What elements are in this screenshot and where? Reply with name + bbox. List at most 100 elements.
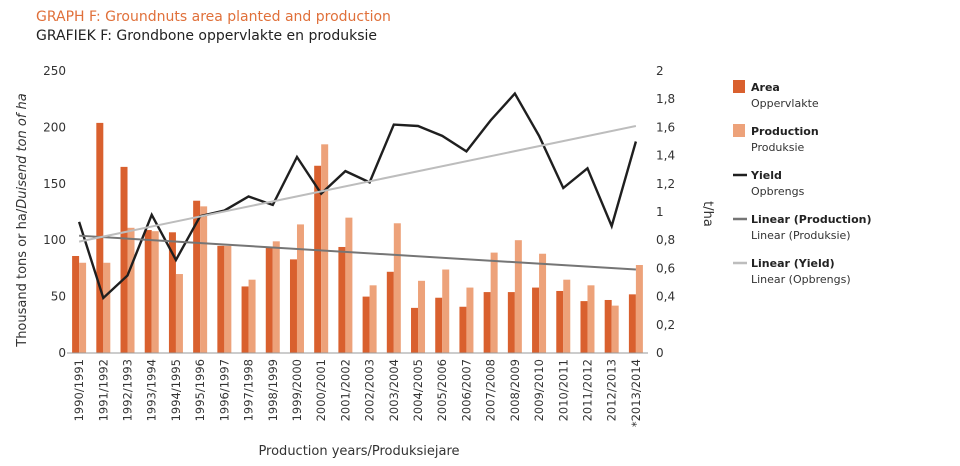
x-tick-label: 2007/2008 [484, 359, 498, 421]
legend-item-area: Area Oppervlakte [733, 78, 953, 122]
bar-production [442, 269, 450, 353]
x-tick-label: 1999/2000 [290, 359, 304, 421]
bar-production [635, 265, 643, 353]
bar-area [362, 296, 370, 353]
right-tick-label: 1,4 [656, 149, 675, 163]
bar-production [248, 279, 256, 353]
left-axis-title-main: Thousand tons or ha/ [15, 208, 30, 348]
legend-item-linear-production: Linear (Production) Linear (Produksie) [733, 210, 953, 254]
bar-production [224, 245, 232, 353]
bar-production [393, 223, 401, 353]
x-tick-label: 2010/2011 [556, 359, 570, 421]
bar-production [490, 252, 498, 353]
bar-production [200, 206, 208, 353]
right-tick-label: 0,2 [656, 318, 675, 332]
line-series [77, 91, 638, 301]
left-tick-label: 100 [43, 233, 66, 247]
x-tick-label: 1995/1996 [193, 359, 207, 421]
bar-area [168, 232, 176, 353]
x-tick-label: 1991/1992 [96, 359, 110, 421]
bar-area [338, 246, 346, 353]
x-axis-title: Production years/Produksiejare [258, 444, 459, 459]
legend-sublabel-linear-yield: Linear (Opbrengs) [751, 273, 851, 286]
x-tick-label: 2003/2004 [387, 359, 401, 421]
chart-title-english: GRAPH F: Groundnuts area planted and pro… [36, 9, 391, 25]
bar-production [587, 285, 595, 353]
x-axis-title-main: Production years/ [258, 444, 372, 459]
legend-item-linear-yield: Linear (Yield) Linear (Opbrengs) [733, 254, 953, 298]
right-tick-label: 0,8 [656, 233, 675, 247]
x-tick-label: *2013/2014 [629, 359, 643, 427]
x-tick-label: 1996/1997 [217, 359, 231, 421]
bar-area [483, 292, 491, 353]
legend-sublabel-yield: Opbrengs [751, 185, 805, 198]
x-tick-label: 2000/2001 [314, 359, 328, 421]
bar-area [435, 297, 443, 353]
bar-area [556, 290, 564, 353]
bar-area [411, 307, 419, 353]
legend-label-production: Production [751, 125, 819, 138]
x-tick-label: 2004/2005 [411, 359, 425, 421]
bar-series [72, 122, 643, 353]
legend-item-production: Production Produksie [733, 122, 953, 166]
left-axis-ticks: 0 50 100 150 200 250 [43, 64, 66, 360]
bar-area [532, 287, 540, 353]
bar-production [79, 262, 87, 353]
x-tick-label: 2011/2012 [580, 359, 594, 421]
x-tick-label: 1994/1995 [169, 359, 183, 421]
left-tick-label: 50 [51, 290, 66, 304]
legend-sublabel-production: Produksie [751, 141, 805, 154]
right-tick-label: 1,6 [656, 120, 675, 134]
bar-area [628, 294, 636, 353]
legend-swatch-area [733, 80, 745, 93]
legend-swatch-production [733, 124, 745, 137]
bar-production [103, 262, 111, 353]
right-axis-ticks: 0 0,2 0,4 0,6 0,8 1 1,2 1,4 1,6 1,8 2 [656, 64, 675, 360]
right-tick-label: 0 [656, 346, 664, 360]
chart-plot: 0 50 100 150 200 250 0 0,2 0,4 0,6 0,8 1 1,2 1,4 1,6 1… [15, 64, 715, 459]
left-tick-label: 0 [58, 346, 66, 360]
left-axis-title-italic: Duisend ton of ha [15, 93, 30, 209]
bar-area [386, 271, 394, 353]
right-tick-label: 1 [656, 205, 664, 219]
x-tick-label: 2005/2006 [435, 359, 449, 421]
bar-area [580, 301, 588, 353]
bar-production [151, 231, 159, 353]
bar-production [514, 240, 522, 353]
bar-production [539, 253, 547, 353]
bar-area [193, 200, 201, 353]
right-tick-label: 0,6 [656, 261, 675, 275]
legend-sublabel-linear-production: Linear (Produksie) [751, 229, 851, 242]
bar-area [604, 299, 612, 353]
x-tick-label: 2012/2013 [605, 359, 619, 421]
bar-production [466, 287, 474, 353]
bar-area [120, 166, 128, 353]
x-tick-label: 2002/2003 [363, 359, 377, 421]
right-tick-label: 1,2 [656, 177, 675, 191]
bar-area [507, 292, 515, 353]
left-tick-label: 150 [43, 177, 66, 191]
bar-area [241, 286, 249, 353]
bar-area [144, 230, 152, 353]
x-tick-label: 2006/2007 [459, 359, 473, 421]
x-tick-label: 1990/1991 [72, 359, 86, 421]
legend-sublabel-area: Oppervlakte [751, 97, 819, 110]
bar-area [459, 306, 467, 353]
bar-area [314, 165, 322, 353]
x-tick-label: 1992/1993 [121, 359, 135, 421]
x-tick-label: 1997/1998 [242, 359, 256, 421]
bar-production [345, 217, 353, 353]
legend-label-yield: Yield [751, 169, 782, 182]
bar-production [175, 274, 183, 353]
x-tick-label: 1993/1994 [145, 359, 159, 421]
left-axis-title: Thousand tons or ha/Duisend ton of ha [15, 93, 30, 348]
bar-production [369, 285, 377, 353]
x-tick-label: 2008/2009 [508, 359, 522, 421]
bar-area [265, 246, 273, 353]
bar-area [289, 259, 297, 353]
bar-production [611, 305, 619, 353]
right-tick-label: 0,4 [656, 290, 675, 304]
bar-production [321, 144, 329, 353]
x-axis-ticks: 1990/1991 1991/1992 1992/1993 1993/1994 1994… [72, 359, 643, 427]
bar-production [272, 241, 280, 353]
